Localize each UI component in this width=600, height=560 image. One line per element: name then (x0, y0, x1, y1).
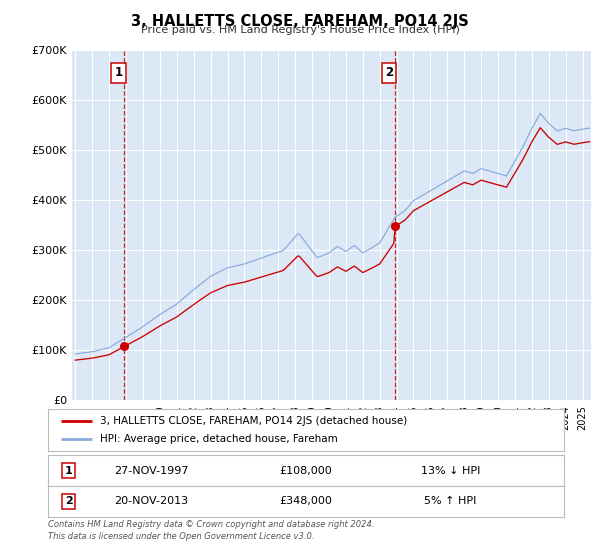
Text: Price paid vs. HM Land Registry's House Price Index (HPI): Price paid vs. HM Land Registry's House … (140, 25, 460, 35)
Text: HPI: Average price, detached house, Fareham: HPI: Average price, detached house, Fare… (100, 434, 337, 444)
Text: 5% ↑ HPI: 5% ↑ HPI (424, 497, 476, 506)
Text: 20-NOV-2013: 20-NOV-2013 (114, 497, 188, 506)
Text: 3, HALLETTS CLOSE, FAREHAM, PO14 2JS (detached house): 3, HALLETTS CLOSE, FAREHAM, PO14 2JS (de… (100, 416, 407, 426)
Text: 2: 2 (65, 497, 73, 506)
Text: 1: 1 (115, 67, 122, 80)
Text: £108,000: £108,000 (280, 466, 332, 475)
Text: 3, HALLETTS CLOSE, FAREHAM, PO14 2JS: 3, HALLETTS CLOSE, FAREHAM, PO14 2JS (131, 14, 469, 29)
Text: This data is licensed under the Open Government Licence v3.0.: This data is licensed under the Open Gov… (48, 532, 314, 541)
Text: 2: 2 (385, 67, 393, 80)
Text: Contains HM Land Registry data © Crown copyright and database right 2024.: Contains HM Land Registry data © Crown c… (48, 520, 374, 529)
Text: 27-NOV-1997: 27-NOV-1997 (114, 466, 188, 475)
Text: 13% ↓ HPI: 13% ↓ HPI (421, 466, 480, 475)
Text: £348,000: £348,000 (280, 497, 332, 506)
Text: 1: 1 (65, 466, 73, 475)
